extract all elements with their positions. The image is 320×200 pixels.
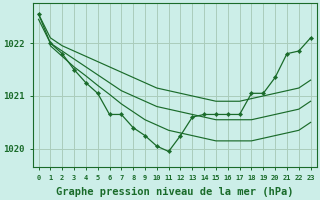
X-axis label: Graphe pression niveau de la mer (hPa): Graphe pression niveau de la mer (hPa) [56,186,293,197]
